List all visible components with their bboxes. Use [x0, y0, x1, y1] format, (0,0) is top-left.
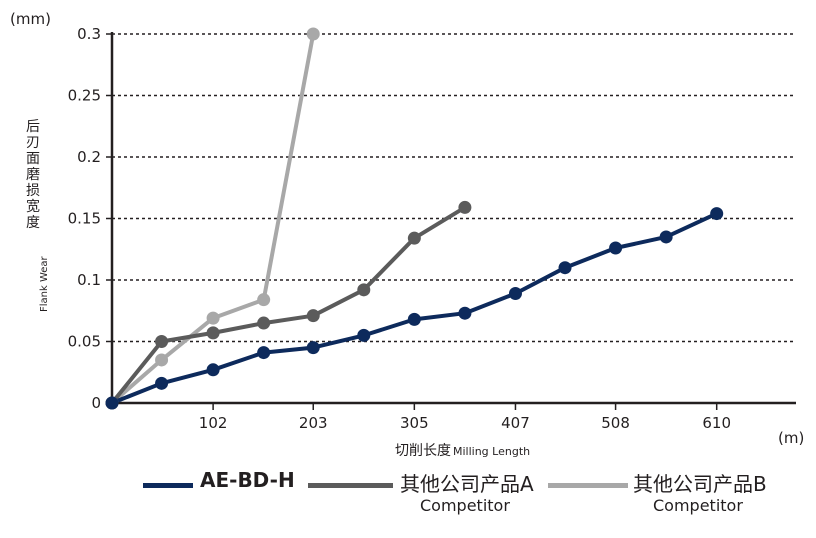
data-point-ae-bd-h: [659, 230, 673, 244]
legend-swatch-competitor-b: [548, 483, 628, 488]
x-tick-label: 610: [702, 414, 731, 432]
y-axis-label-char: 宽: [26, 198, 40, 215]
y-unit-label: (mm): [10, 10, 51, 28]
legend-label-competitor-b: 其他公司产品B: [633, 472, 767, 496]
gridlines: [112, 33, 796, 343]
x-tick-label: 102: [199, 414, 228, 432]
data-point-ae-bd-h: [257, 346, 271, 360]
x-tick-label: 305: [400, 414, 429, 432]
data-point-ae-bd-h: [206, 363, 220, 377]
y-tick-label: 0.1: [77, 271, 101, 289]
series-line-competitor-a: [110, 205, 466, 405]
legend-sublabel-competitor-b: Competitor: [653, 496, 743, 515]
y-tick-label: 0.05: [68, 333, 101, 351]
y-axis-label-char: 后: [26, 119, 40, 135]
y-axis-label-en: Flank Wear: [39, 255, 50, 312]
data-point-ae-bd-h: [508, 287, 522, 301]
data-point-competitor-a: [407, 231, 421, 245]
x-tick-label: 508: [601, 414, 630, 432]
data-point-competitor-b: [155, 353, 169, 367]
y-tick-labels: 0 0.05 0.1 0.15 0.2 0.25 0.3: [68, 25, 101, 412]
y-axis-label-char: 度: [26, 215, 40, 231]
y-axis-label-char: 面: [26, 151, 40, 167]
y-tick-label: 0.25: [68, 87, 101, 105]
data-point-competitor-b: [206, 311, 220, 325]
data-point-ae-bd-h: [357, 328, 371, 342]
legend-swatch-competitor-a: [308, 483, 393, 488]
x-tick-label: 407: [501, 414, 530, 432]
legend: AE-BD-H 其他公司产品A Competitor 其他公司产品B Compe…: [0, 468, 816, 528]
y-tick-label: 0: [91, 394, 101, 412]
x-axis-label-en: Milling Length: [453, 445, 530, 458]
axes: [106, 32, 796, 410]
legend-label-ae-bd-h: AE-BD-H: [200, 468, 295, 492]
data-point-ae-bd-h: [105, 396, 119, 410]
y-axis-label-char: 损: [26, 183, 40, 199]
y-axis-label-char: 磨: [26, 167, 40, 183]
data-point-ae-bd-h: [710, 207, 724, 221]
data-point-ae-bd-h: [306, 341, 320, 355]
y-tick-label: 0.2: [77, 148, 101, 166]
data-point-competitor-a: [357, 283, 371, 297]
data-point-competitor-a: [257, 316, 271, 330]
data-point-competitor-b: [306, 27, 320, 41]
y-tick-label: 0.3: [77, 25, 101, 43]
legend-sublabel-competitor-a: Competitor: [420, 496, 510, 515]
y-tick-label: 0.15: [68, 210, 101, 228]
flank-wear-chart: 0 0.05 0.1 0.15 0.2 0.25 0.3 102 203 305 407 508 61…: [10, 10, 804, 459]
data-point-competitor-a: [155, 335, 169, 348]
y-axis-label-char: 刃: [26, 135, 40, 151]
legend-swatch-ae-bd-h: [143, 483, 193, 488]
series-points: [105, 27, 724, 410]
data-point-competitor-a: [306, 309, 320, 323]
x-tick-label: 203: [299, 414, 328, 432]
data-point-competitor-a: [206, 326, 220, 340]
data-point-ae-bd-h: [155, 376, 169, 390]
data-point-competitor-a: [458, 200, 472, 214]
data-point-ae-bd-h: [407, 312, 421, 326]
legend-label-competitor-a: 其他公司产品A: [400, 472, 534, 496]
data-point-competitor-b: [257, 293, 271, 307]
data-point-ae-bd-h: [558, 261, 572, 275]
x-tick-labels: 102 203 305 407 508 610: [199, 414, 731, 432]
data-point-ae-bd-h: [609, 241, 623, 255]
data-point-ae-bd-h: [458, 306, 472, 320]
x-unit-label: (m): [778, 429, 804, 447]
x-axis-label-cn: 切削长度: [395, 443, 451, 459]
